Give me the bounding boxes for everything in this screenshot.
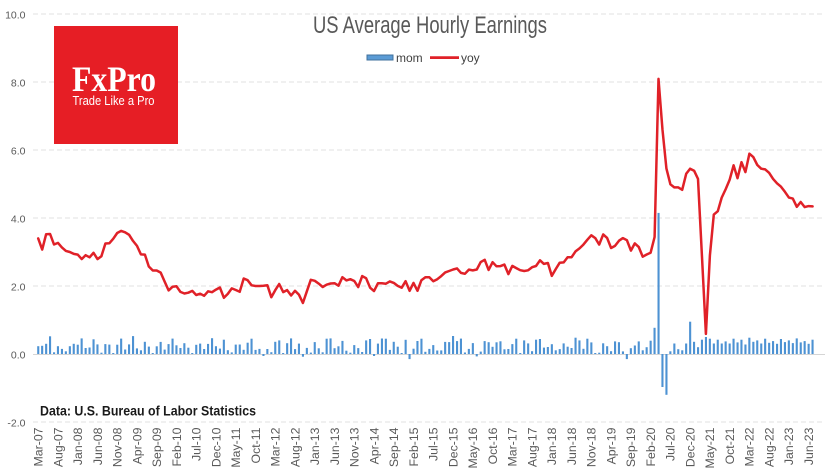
svg-text:Oct-16: Oct-16 <box>486 427 500 464</box>
svg-text:Jan-08: Jan-08 <box>71 427 85 465</box>
svg-text:Sep-14: Sep-14 <box>387 427 401 467</box>
svg-text:yoy: yoy <box>461 51 480 65</box>
svg-text:Nov-08: Nov-08 <box>111 427 125 467</box>
svg-text:Jan-18: Jan-18 <box>545 427 559 465</box>
svg-text:Mar-12: Mar-12 <box>269 427 283 466</box>
svg-text:Aug-17: Aug-17 <box>525 427 539 467</box>
svg-text:Jul-15: Jul-15 <box>427 427 441 461</box>
svg-text:10.0: 10.0 <box>5 9 26 21</box>
svg-text:May-11: May-11 <box>229 427 243 467</box>
svg-text:Oct-21: Oct-21 <box>723 427 737 464</box>
svg-text:8.0: 8.0 <box>11 77 26 89</box>
svg-text:US Average Hourly Earnings: US Average Hourly Earnings <box>313 12 547 39</box>
svg-text:Jul-10: Jul-10 <box>190 427 204 461</box>
svg-text:Aug-07: Aug-07 <box>51 427 65 467</box>
svg-text:May-21: May-21 <box>703 427 717 468</box>
svg-text:4.0: 4.0 <box>11 213 26 225</box>
svg-text:-2.0: -2.0 <box>7 417 25 429</box>
svg-text:May-16: May-16 <box>466 427 480 468</box>
svg-text:Mar-22: Mar-22 <box>743 427 757 466</box>
svg-text:Jun-13: Jun-13 <box>328 427 342 465</box>
svg-text:Trade Like a Pro: Trade Like a Pro <box>73 94 155 108</box>
svg-text:Oct-11: Oct-11 <box>249 427 263 463</box>
svg-text:Apr-09: Apr-09 <box>130 427 144 464</box>
svg-text:Nov-13: Nov-13 <box>348 427 362 467</box>
svg-text:Apr-14: Apr-14 <box>367 427 381 464</box>
svg-text:Dec-20: Dec-20 <box>683 427 697 467</box>
svg-text:Dec-10: Dec-10 <box>209 427 223 467</box>
svg-text:Jan-23: Jan-23 <box>782 427 796 465</box>
svg-text:Feb-10: Feb-10 <box>170 427 184 466</box>
svg-text:2.0: 2.0 <box>11 281 26 293</box>
svg-text:Jan-13: Jan-13 <box>308 427 322 465</box>
svg-text:Jun-18: Jun-18 <box>565 427 579 465</box>
svg-text:FxPro: FxPro <box>72 59 156 99</box>
svg-text:Jun-08: Jun-08 <box>91 427 105 465</box>
svg-text:Sep-19: Sep-19 <box>624 427 638 467</box>
svg-text:Data: U.S. Bureau of Labor Sta: Data: U.S. Bureau of Labor Statistics <box>40 404 256 419</box>
svg-text:Aug-12: Aug-12 <box>288 427 302 467</box>
svg-text:Sep-09: Sep-09 <box>150 427 164 467</box>
svg-text:Apr-19: Apr-19 <box>604 427 618 464</box>
svg-text:Aug-22: Aug-22 <box>762 427 776 467</box>
svg-text:mom: mom <box>396 51 423 65</box>
svg-text:Mar-17: Mar-17 <box>506 427 520 466</box>
svg-text:Dec-15: Dec-15 <box>446 427 460 467</box>
svg-text:Mar-07: Mar-07 <box>32 427 46 466</box>
svg-text:Feb-15: Feb-15 <box>407 427 421 466</box>
svg-text:0.0: 0.0 <box>11 349 26 361</box>
svg-text:Nov-18: Nov-18 <box>585 427 599 467</box>
svg-text:6.0: 6.0 <box>11 145 26 157</box>
svg-text:Jul-20: Jul-20 <box>664 427 678 461</box>
svg-text:Feb-20: Feb-20 <box>644 427 658 466</box>
svg-text:Jun-23: Jun-23 <box>802 427 816 465</box>
